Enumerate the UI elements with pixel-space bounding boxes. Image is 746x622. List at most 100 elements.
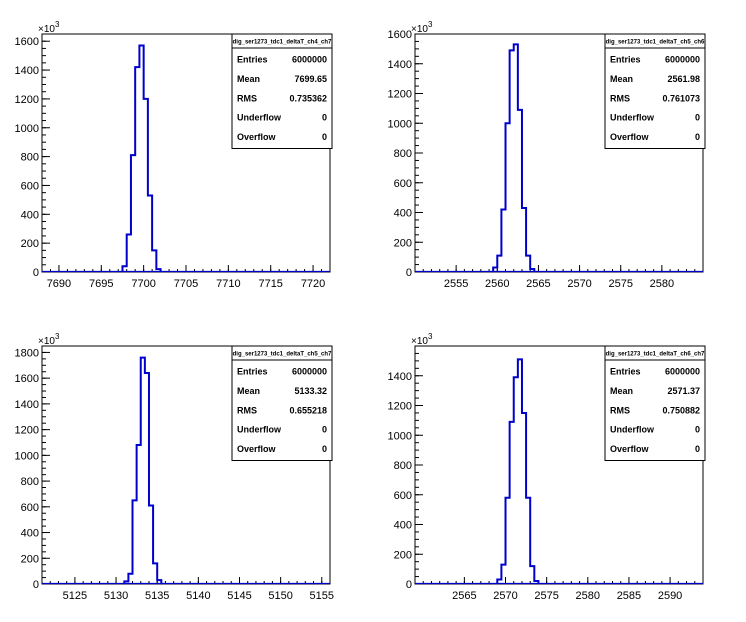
y-tick-label: 800	[21, 476, 39, 488]
y-minor-ticks	[42, 345, 46, 585]
stat-value: 0	[695, 444, 700, 454]
stat-label: RMS	[237, 93, 257, 103]
y-tick-label: 1600	[15, 373, 39, 385]
y-multiplier-exponent: 3	[55, 20, 60, 29]
stat-label: Overflow	[610, 444, 650, 454]
histogram-title: dig_ser1273_tdc1_deltaT_ch5_ch7	[233, 352, 332, 358]
stat-value: 7699.65	[294, 74, 327, 84]
y-tick-label: 1800	[15, 347, 39, 359]
y-tick-label: 200	[394, 237, 412, 249]
histogram-title: dig_ser1273_tdc1_deltaT_ch6_ch7	[606, 352, 705, 358]
x-tick-label: 2565	[526, 278, 550, 290]
y-tick-label: 1000	[388, 118, 412, 130]
y-multiplier-base: ×10	[38, 336, 55, 347]
x-tick-label: 2590	[658, 590, 682, 602]
x-tick-label: 2570	[567, 278, 591, 290]
x-tick-label: 5125	[63, 590, 87, 602]
stat-label: Underflow	[610, 425, 655, 435]
stat-label: RMS	[610, 405, 630, 415]
y-multiplier-label: ×103	[411, 20, 433, 35]
stat-label: Mean	[237, 386, 260, 396]
y-multiplier-base: ×10	[411, 336, 428, 347]
stats-box-frame	[231, 345, 333, 461]
stat-label: Entries	[237, 55, 268, 65]
stat-value: 0	[322, 113, 327, 123]
histogram-panel: 5125 5130 5135 5140 5145 5150 5155 0 200 400 600 80…	[15, 332, 334, 602]
y-tick-label: 1000	[15, 123, 39, 135]
stat-value: 2561.98	[667, 74, 700, 84]
y-tick-label: 400	[394, 520, 412, 532]
histogram-outline	[496, 358, 540, 584]
stats-box-frame	[231, 33, 333, 149]
stat-label: Overflow	[237, 444, 277, 454]
y-tick-label: 1200	[15, 94, 39, 106]
y-multiplier-exponent: 3	[428, 332, 433, 341]
y-tick-label: 800	[21, 152, 39, 164]
stat-label: Entries	[610, 55, 641, 65]
x-tick-label: 2580	[576, 590, 600, 602]
y-tick-label: 1200	[388, 89, 412, 101]
x-tick-label: 7690	[47, 278, 71, 290]
x-tick-label: 7705	[174, 278, 198, 290]
histogram-panel: 7690 7695 7700 7705 7710 7715 7720 0 200 400 600 80…	[15, 20, 333, 290]
y-tick-label: 1400	[15, 399, 39, 411]
y-tick-label: 1000	[388, 430, 412, 442]
x-tick-label: 5150	[268, 590, 292, 602]
y-tick-label: 600	[394, 178, 412, 190]
stat-value: 0	[695, 132, 700, 142]
x-tick-label: 2580	[650, 278, 674, 290]
y-tick-label: 200	[394, 549, 412, 561]
x-tick-label: 7700	[131, 278, 155, 290]
stat-value: 0	[322, 444, 327, 454]
x-tick-label: 5155	[310, 590, 334, 602]
stat-label: Underflow	[610, 113, 655, 123]
histogram-panel: 2565 2570 2575 2580 2585 2590 0 200 400 600 800 100…	[388, 332, 706, 602]
y-tick-label: 1400	[388, 371, 412, 383]
stat-label: RMS	[610, 93, 630, 103]
stats-box: dig_ser1273_tdc1_deltaT_ch4_ch7 Entries 60…	[231, 33, 333, 149]
stats-box-frame	[604, 345, 706, 461]
x-tick-label: 5145	[227, 590, 251, 602]
x-tick-label: 2570	[493, 590, 517, 602]
stat-label: Mean	[610, 386, 633, 396]
x-tick-label: 5135	[145, 590, 169, 602]
y-multiplier-label: ×103	[411, 332, 433, 347]
stat-label: Overflow	[610, 132, 650, 142]
y-tick-label: 1400	[388, 59, 412, 71]
y-tick-label: 1200	[388, 401, 412, 413]
x-tick-label: 2585	[617, 590, 641, 602]
y-tick-label: 1000	[15, 450, 39, 462]
x-tick-label: 2560	[485, 278, 509, 290]
y-multiplier-base: ×10	[38, 24, 55, 35]
stat-value: 5133.32	[294, 386, 327, 396]
stat-label: Entries	[610, 367, 641, 377]
stat-label: Mean	[237, 74, 260, 84]
stats-box-frame	[604, 33, 706, 149]
y-tick-label: 0	[33, 267, 39, 279]
y-tick-label: 0	[406, 579, 412, 591]
stat-value: 6000000	[665, 367, 700, 377]
stat-value: 0	[322, 425, 327, 435]
stat-label: Overflow	[237, 132, 277, 142]
x-tick-label: 2575	[608, 278, 632, 290]
y-tick-label: 1400	[15, 65, 39, 77]
y-tick-label: 600	[394, 490, 412, 502]
histogram-outline	[121, 44, 162, 272]
y-tick-label: 0	[33, 579, 39, 591]
stat-value: 2571.37	[667, 386, 700, 396]
y-tick-label: 200	[21, 553, 39, 565]
stat-value: 0.655218	[289, 405, 327, 415]
y-tick-label: 600	[21, 502, 39, 514]
stat-value: 0	[695, 113, 700, 123]
histogram-outline	[492, 43, 536, 272]
stat-value: 6000000	[665, 55, 700, 65]
y-tick-label: 800	[394, 460, 412, 472]
x-tick-label: 7720	[301, 278, 325, 290]
x-tick-label: 2575	[534, 590, 558, 602]
y-multiplier-label: ×103	[38, 20, 60, 35]
stat-label: RMS	[237, 405, 257, 415]
y-multiplier-label: ×103	[38, 332, 60, 347]
stat-label: Mean	[610, 74, 633, 84]
x-tick-label: 7710	[216, 278, 240, 290]
